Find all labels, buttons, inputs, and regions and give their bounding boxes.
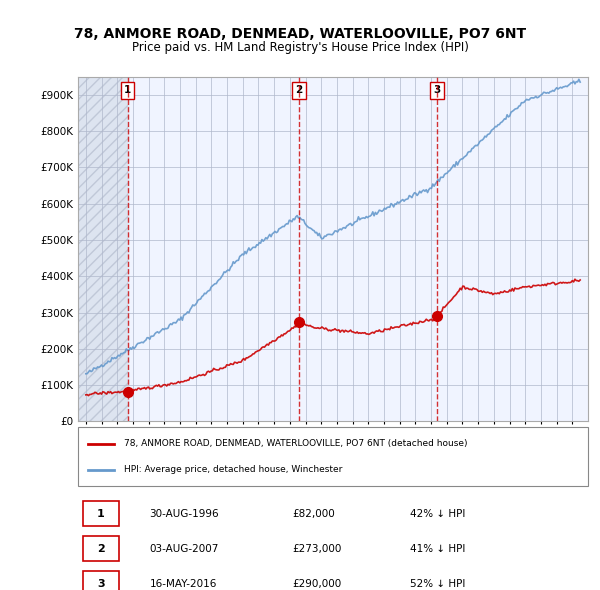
Text: 30-AUG-1996: 30-AUG-1996 xyxy=(149,509,219,519)
Bar xyxy=(78,77,128,421)
Text: 1: 1 xyxy=(124,86,131,96)
FancyBboxPatch shape xyxy=(78,427,588,486)
Text: 41% ↓ HPI: 41% ↓ HPI xyxy=(409,543,465,553)
Text: 78, ANMORE ROAD, DENMEAD, WATERLOOVILLE, PO7 6NT (detached house): 78, ANMORE ROAD, DENMEAD, WATERLOOVILLE,… xyxy=(124,440,467,448)
Text: 52% ↓ HPI: 52% ↓ HPI xyxy=(409,579,465,589)
Text: 1: 1 xyxy=(97,509,105,519)
Text: 2: 2 xyxy=(295,86,302,96)
Text: 16-MAY-2016: 16-MAY-2016 xyxy=(149,579,217,589)
Text: £290,000: £290,000 xyxy=(292,579,341,589)
Bar xyxy=(78,77,128,421)
FancyBboxPatch shape xyxy=(83,501,119,526)
FancyBboxPatch shape xyxy=(83,536,119,561)
Text: 78, ANMORE ROAD, DENMEAD, WATERLOOVILLE, PO7 6NT: 78, ANMORE ROAD, DENMEAD, WATERLOOVILLE,… xyxy=(74,27,526,41)
Text: HPI: Average price, detached house, Winchester: HPI: Average price, detached house, Winc… xyxy=(124,466,342,474)
Text: 42% ↓ HPI: 42% ↓ HPI xyxy=(409,509,465,519)
Text: £82,000: £82,000 xyxy=(292,509,335,519)
Text: Price paid vs. HM Land Registry's House Price Index (HPI): Price paid vs. HM Land Registry's House … xyxy=(131,41,469,54)
Text: 2: 2 xyxy=(97,543,105,553)
Text: 3: 3 xyxy=(433,86,440,96)
Text: 03-AUG-2007: 03-AUG-2007 xyxy=(149,543,219,553)
FancyBboxPatch shape xyxy=(83,571,119,590)
Text: 3: 3 xyxy=(97,579,105,589)
Text: £273,000: £273,000 xyxy=(292,543,341,553)
